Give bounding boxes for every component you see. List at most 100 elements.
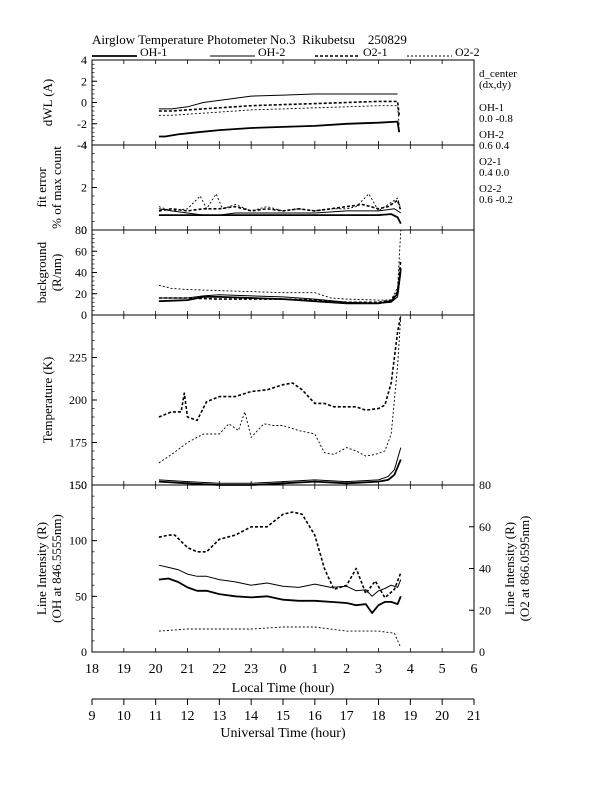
series-background-o2-1 (158, 259, 402, 304)
universal-tick-11: 20 (435, 709, 449, 724)
side-info-name-oh-2: OH-2 (479, 129, 504, 141)
local-tick-9: 3 (375, 662, 382, 677)
panel-dwl: -4 -2 0 2 4 dWL (A) (40, 53, 475, 152)
ytick-label-temperature-200: 200 (69, 393, 87, 407)
side-info-value-oh-1: 0.0 -0.8 (479, 113, 513, 125)
series-fit_error-o2-1 (158, 199, 402, 212)
series-temperature-o2-2 (158, 314, 402, 464)
universal-time-label: Universal Time (hour) (220, 726, 346, 741)
ytick-label-background-40: 40 (75, 266, 87, 280)
panels: -4 -2 0 2 4 dWL (A) 0 2 4 fit error% of max count… (34, 53, 532, 659)
panel-frame-background (91, 229, 475, 316)
series-background-oh-2 (158, 272, 402, 304)
ytick-right-label-intensity-0: 0 (479, 645, 485, 659)
universal-tick-1: 10 (117, 709, 131, 724)
series-fit_error-oh-2 (158, 208, 402, 216)
ylabel-temperature-0: Temperature (K) (40, 357, 55, 444)
local-tick-6: 0 (280, 662, 287, 677)
ytick-label-dwl-4: 4 (81, 53, 87, 67)
ytick-label-intensity-100: 100 (69, 534, 87, 548)
ylabel-background-1: (R/nm) (49, 254, 64, 292)
universal-tick-2: 11 (149, 709, 162, 724)
universal-tick-6: 15 (276, 709, 290, 724)
side-info-header-0: d_center (479, 68, 517, 80)
universal-tick-3: 12 (181, 709, 195, 724)
ylabel-right-intensity-0: Line Intensity (R) (502, 522, 517, 615)
ytick-label-dwl-4: -4 (77, 138, 87, 152)
panel-frame-fit_error (91, 144, 475, 231)
side-info-value-o2-2: 0.6 -0.2 (479, 194, 513, 206)
series-fit_error-oh-1 (158, 213, 402, 225)
local-tick-3: 21 (181, 662, 195, 677)
series-dwl-o2-2 (158, 105, 400, 126)
local-tick-0: 18 (85, 662, 99, 677)
panel-frame-temperature (91, 314, 475, 486)
panel-frame-dwl (91, 59, 475, 146)
ytick-label-fit_error-0: 0 (81, 223, 87, 237)
universal-tick-5: 14 (244, 709, 258, 724)
side-info-header-1: (dx,dy) (479, 79, 511, 91)
ytick-label-dwl-2: -2 (77, 117, 87, 131)
universal-tick-4: 13 (212, 709, 226, 724)
ytick-right-label-intensity-60: 60 (479, 520, 491, 534)
universal-tick-7: 16 (308, 709, 322, 724)
universal-tick-12: 21 (467, 709, 481, 724)
ytick-label-background-80: 80 (75, 223, 87, 237)
ytick-right-label-intensity-80: 80 (479, 478, 491, 492)
local-time-label: Local Time (hour) (232, 681, 335, 696)
panel-background: 0 20 40 60 80 background (R/nm) (34, 223, 475, 322)
panel-temperature: 150 175 200 225 Temperature (K) (40, 314, 475, 492)
ylabel-intensity-0: Line Intensity (R) (34, 522, 49, 615)
series-intensity-oh-1 (158, 577, 402, 614)
ylabel-background-0: background (34, 241, 49, 303)
universal-tick-0: 9 (89, 709, 96, 724)
legend-label-o2-1: O2-1 (363, 45, 388, 59)
legend-label-oh-2: OH-2 (258, 45, 285, 59)
side-info-name-o2-1: O2-1 (479, 156, 502, 168)
local-tick-1: 19 (117, 662, 131, 677)
series-fit_error-o2-2 (158, 193, 402, 212)
series-temperature-oh-2 (158, 447, 402, 484)
local-tick-2: 20 (149, 662, 163, 677)
ytick-label-intensity-150: 150 (69, 478, 87, 492)
legend-label-o2-2: O2-2 (455, 45, 480, 59)
series-background-o2-2 (158, 229, 402, 301)
ytick-label-temperature-225: 225 (69, 351, 87, 365)
side-info-name-oh-1: OH-1 (479, 102, 504, 114)
ytick-label-intensity-0: 0 (81, 645, 87, 659)
ylabel-dwl-0: dWL (A) (40, 79, 55, 127)
ytick-label-background-0: 0 (81, 308, 87, 322)
ytick-label-fit_error-2: 2 (81, 181, 87, 195)
series-intensity-o2-1 (158, 511, 402, 599)
side-info-value-o2-1: 0.4 0.0 (479, 167, 510, 179)
universal-tick-9: 18 (372, 709, 386, 724)
series-dwl-oh-2 (158, 93, 398, 110)
legend-label-oh-1: OH-1 (140, 45, 167, 59)
side-info-name-o2-2: O2-2 (479, 183, 502, 195)
series-intensity-o2-2 (158, 626, 402, 648)
series-temperature-oh-1 (158, 459, 402, 486)
local-tick-8: 2 (343, 662, 350, 677)
ylabel-fit_error-0: fit error (34, 167, 49, 208)
legend: OH-1 OH-2 O2-1 O2-2 (92, 45, 480, 59)
universal-tick-8: 17 (340, 709, 354, 724)
local-tick-5: 23 (244, 662, 258, 677)
series-dwl-oh-1 (158, 120, 401, 138)
ylabel-fit_error-1: % of max count (49, 146, 64, 229)
side-info: d_center(dx,dy) OH-10.0 -0.8 OH-20.6 0.4 O2… (479, 68, 517, 206)
universal-tick-10: 19 (403, 709, 417, 724)
series-temperature-o2-1 (158, 314, 402, 422)
ytick-label-dwl-2: 2 (81, 74, 87, 88)
side-info-value-oh-2: 0.6 0.4 (479, 140, 510, 152)
local-tick-12: 6 (471, 662, 478, 677)
ytick-label-background-60: 60 (75, 244, 87, 258)
ytick-label-temperature-150: 150 (69, 478, 87, 492)
series-dwl-o2-1 (158, 100, 400, 116)
ytick-right-label-intensity-20: 20 (479, 603, 491, 617)
ylabel-right-intensity-1: (O2 at 866.0595nm) (517, 516, 532, 622)
ytick-label-intensity-50: 50 (75, 589, 87, 603)
local-tick-7: 1 (311, 662, 318, 677)
